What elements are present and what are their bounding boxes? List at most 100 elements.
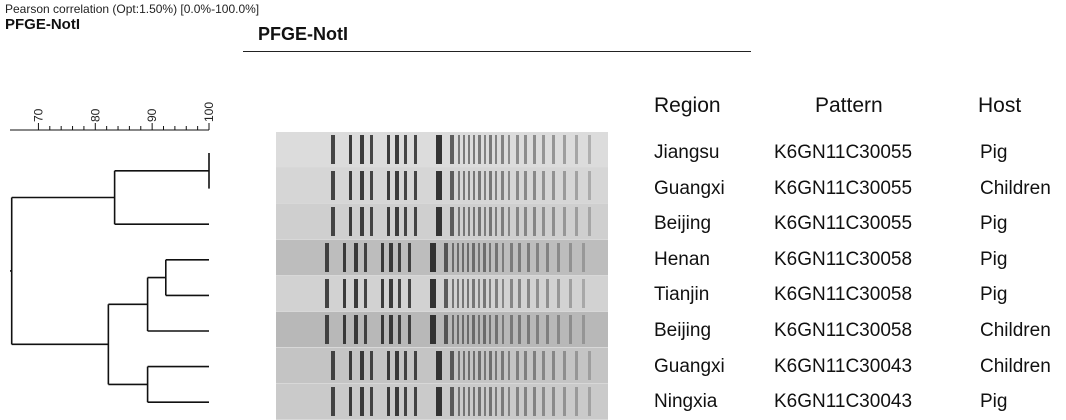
gel-image [276,132,608,420]
gel-band [508,207,510,236]
gel-band [463,135,465,164]
cell-host: Children [980,355,1051,377]
gel-band [436,351,442,380]
gel-band [381,279,384,308]
gel-band [552,387,555,416]
gel-band [489,135,492,164]
gel-band [444,279,448,308]
gel-band [478,387,481,416]
gel-band [343,279,346,308]
gel-band [395,171,399,200]
gel-band [325,279,329,308]
gel-band [452,315,454,344]
gel-band [489,207,492,236]
gel-band [331,387,335,416]
gel-band [370,135,373,164]
gel-band [458,135,460,164]
gel-band [495,279,498,308]
gel-band [508,135,510,164]
gel-band [387,135,390,164]
gel-band [473,387,475,416]
gel-band [404,171,407,200]
left-title: PFGE-NotI [5,16,80,33]
gel-band [331,351,335,380]
gel-band [489,315,491,344]
gel-band [468,207,470,236]
center-title: PFGE-NotI [258,24,348,44]
cell-pattern: K6GN11C30055 [774,142,913,163]
gel-band [489,171,492,200]
gel-band [430,243,436,272]
gel-band [563,135,566,164]
gel-band [516,171,519,200]
gel-band [552,135,555,164]
gel-band [575,207,578,236]
gel-band [381,243,384,272]
gel-band [457,279,459,308]
scale-tick-label: 100 [202,102,216,122]
gel-band [542,135,545,164]
gel-band [582,279,585,308]
cell-pattern: K6GN11C30043 [774,391,913,413]
gel-band [552,207,555,236]
gel-band [478,315,480,344]
gel-band [360,207,364,236]
title-rule [243,51,751,52]
gel-band [404,351,407,380]
gel-band [473,351,475,380]
gel-band [495,171,497,200]
gel-band [398,279,401,308]
scale-tick-label: 70 [31,108,45,122]
gel-band [467,243,469,272]
gel-band [404,135,407,164]
gel-band [408,279,411,308]
cell-pattern: K6GN11C30058 [774,284,913,306]
cell-region: Beijing [654,320,712,341]
gel-band [533,351,536,380]
gel-band [395,387,399,416]
gel-band [408,243,411,272]
gel-band [484,351,486,380]
gel-band [489,387,492,416]
gel-band [557,279,560,308]
gel-band [468,351,470,380]
gel-band [349,387,352,416]
cell-pattern: K6GN11C30055 [774,213,913,235]
gel-band [398,243,401,272]
gel-band [398,315,401,344]
cell-region: Tianjin [654,284,710,306]
gel-band [536,243,539,272]
gel-band [524,171,527,200]
dendrogram: 70 80 90 100 [10,102,216,404]
gel-band [389,279,393,308]
gel-band [518,315,521,344]
gel-band [536,315,539,344]
gel-band [354,243,358,272]
gel-band [457,315,459,344]
cell-host: Pig [980,248,1008,270]
gel-band [533,387,536,416]
gel-band [508,387,510,416]
cell-host: Children [980,320,1051,341]
gel-band [389,315,393,344]
cell-pattern: K6GN11C30058 [774,248,913,270]
gel-band [436,171,442,200]
gel-band [588,207,591,236]
gel-band [349,171,352,200]
gel-band [472,243,475,272]
gel-band [478,171,481,200]
gel-band [569,279,572,308]
gel-band [508,171,510,200]
gel-band [467,315,469,344]
gel-lane [276,240,608,275]
gel-band [502,315,504,344]
gel-band [364,243,367,272]
gel-band [478,279,480,308]
gel-band [331,171,335,200]
gel-band [450,351,454,380]
cell-region: Guangxi [654,355,725,377]
gel-band [575,135,578,164]
gel-band [395,207,399,236]
gel-band [404,387,407,416]
gel-band [533,171,536,200]
